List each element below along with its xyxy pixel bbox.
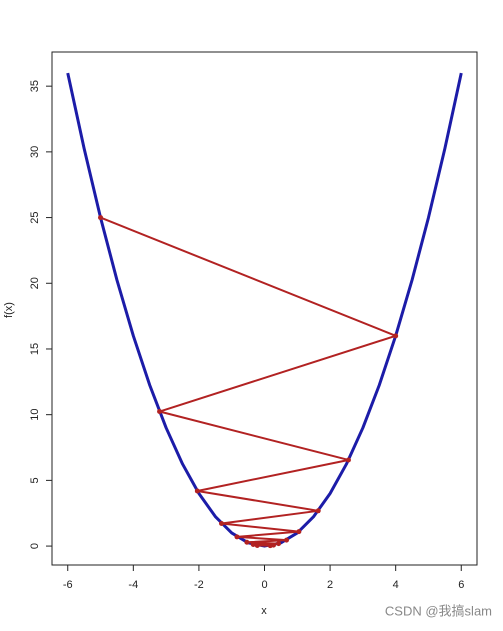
point: [244, 539, 250, 545]
x-tick-label: -2: [194, 579, 204, 591]
y-tick-label: 30: [29, 146, 41, 158]
point: [219, 521, 225, 527]
point: [157, 409, 163, 415]
point: [98, 215, 104, 221]
y-tick-label: 5: [29, 477, 41, 483]
y-axis-label: f(x): [3, 302, 15, 318]
y-tick-label: 15: [29, 343, 41, 355]
point: [267, 543, 273, 549]
x-tick-label: 2: [327, 579, 333, 591]
x-tick-label: -6: [63, 579, 73, 591]
point: [254, 542, 260, 548]
watermark: CSDN @我搞slam: [385, 603, 492, 618]
point: [315, 508, 321, 514]
y-tick-label: 35: [29, 80, 41, 92]
series-line: [100, 216, 397, 547]
point: [296, 529, 302, 535]
point: [345, 457, 351, 463]
point: [250, 542, 256, 548]
y-tick-label: 10: [29, 409, 41, 421]
series-line: [66, 72, 463, 548]
y-tick-label: 0: [29, 543, 41, 549]
x-axis-label: x: [261, 605, 267, 617]
y-tick-label: 25: [29, 211, 41, 223]
point: [234, 534, 240, 540]
point: [276, 541, 282, 547]
x-tick-label: 6: [458, 579, 464, 591]
point: [284, 537, 290, 543]
x-tick-label: 4: [393, 579, 399, 591]
point: [393, 333, 399, 339]
x-tick-label: -4: [128, 579, 138, 591]
point: [194, 488, 200, 494]
x-tick-label: 0: [261, 579, 267, 591]
plot-frame: [51, 51, 478, 566]
y-tick-label: 20: [29, 277, 41, 289]
